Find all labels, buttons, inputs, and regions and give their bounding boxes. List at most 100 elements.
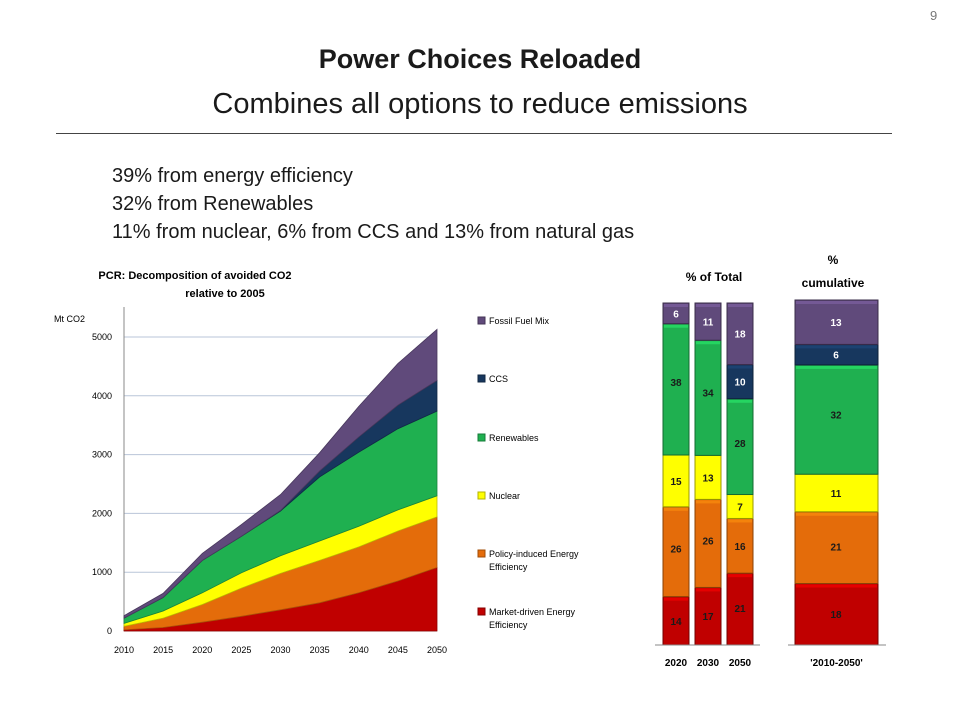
legend-swatch bbox=[477, 491, 486, 500]
x-tick-label: 2040 bbox=[349, 645, 369, 655]
bar-segment bbox=[694, 454, 722, 500]
legend-swatch bbox=[477, 549, 486, 558]
x-tick-label: 2010 bbox=[114, 645, 134, 655]
bar-segment bbox=[726, 517, 754, 574]
bar-value-label: 26 bbox=[702, 537, 714, 548]
bar-bevel bbox=[696, 456, 720, 460]
bar-segment bbox=[694, 498, 722, 588]
bar-segment bbox=[794, 511, 879, 585]
legend-swatch bbox=[477, 607, 486, 616]
bar-bevel bbox=[796, 512, 877, 516]
bar-bevel bbox=[728, 519, 752, 523]
x-tick-label: 2025 bbox=[231, 645, 251, 655]
legend-label-line2: Efficiency bbox=[489, 562, 528, 572]
bar-bevel bbox=[664, 597, 688, 601]
bar-bevel bbox=[696, 500, 720, 504]
bar-bevel bbox=[796, 475, 877, 479]
y-tick-label: 5000 bbox=[92, 332, 112, 342]
bar-segment bbox=[794, 583, 879, 646]
x-tick-label: 2035 bbox=[310, 645, 330, 655]
y-tick-label: 1000 bbox=[92, 567, 112, 577]
y-tick-label: 3000 bbox=[92, 450, 112, 460]
bar-value-label: 6 bbox=[673, 309, 679, 320]
bar-segment bbox=[794, 364, 879, 475]
x-tick-label: 2020 bbox=[192, 645, 212, 655]
bar-segment bbox=[794, 473, 879, 513]
bar-value-label: 7 bbox=[737, 502, 743, 513]
bar-segment bbox=[662, 302, 690, 325]
y-tick-label: 2000 bbox=[92, 508, 112, 518]
bar-segment bbox=[726, 364, 754, 400]
key-points: 39% from energy efficiency 32% from Rene… bbox=[112, 162, 634, 246]
slide-title: Power Choices Reloaded bbox=[318, 44, 642, 74]
page-number: 9 bbox=[930, 8, 938, 23]
bar-bevel bbox=[696, 304, 720, 307]
bar-bevel bbox=[796, 584, 877, 588]
bar-value-label: 18 bbox=[734, 330, 746, 341]
bar-bevel bbox=[664, 304, 688, 307]
bar-bevel bbox=[796, 345, 877, 349]
bar-bevel bbox=[728, 495, 752, 499]
legend-swatch bbox=[477, 374, 486, 383]
legend-label: Renewables bbox=[489, 433, 539, 443]
area-series bbox=[123, 328, 438, 619]
bar-bevel bbox=[728, 304, 752, 307]
bar-value-label: 16 bbox=[734, 542, 746, 553]
bar-segment bbox=[726, 398, 754, 496]
bar-segment bbox=[794, 299, 879, 345]
bar-bevel bbox=[696, 341, 720, 345]
bar-value-label: 17 bbox=[702, 612, 714, 623]
y-tick-label: 4000 bbox=[92, 391, 112, 401]
legend-label: Nuclear bbox=[489, 491, 520, 501]
bar-value-label: 13 bbox=[830, 318, 842, 329]
legend-label: Fossil Fuel Mix bbox=[489, 316, 550, 326]
legend-label: Policy-induced Energy bbox=[489, 549, 579, 559]
bar-bevel bbox=[696, 588, 720, 592]
x-tick-label: 2015 bbox=[153, 645, 173, 655]
bar-value-label: 13 bbox=[702, 473, 714, 484]
bar-bevel bbox=[796, 365, 877, 369]
bar-segment bbox=[726, 302, 754, 366]
key-point: 11% from nuclear, 6% from CCS and 13% fr… bbox=[112, 221, 635, 243]
bar-chart-title: % bbox=[828, 253, 839, 267]
x-tick-label: 2050 bbox=[427, 645, 447, 655]
bar-bevel bbox=[796, 301, 877, 304]
bar-value-label: 18 bbox=[830, 610, 842, 621]
bar-segment bbox=[662, 323, 690, 456]
bar-category-label: 2030 bbox=[697, 658, 720, 669]
bar-value-label: 21 bbox=[734, 604, 746, 615]
key-point: 39% from energy efficiency bbox=[112, 165, 353, 187]
bar-value-label: 32 bbox=[830, 411, 842, 422]
bar-value-label: 38 bbox=[670, 378, 682, 389]
x-tick-label: 2030 bbox=[270, 645, 290, 655]
bar-segment bbox=[694, 339, 722, 456]
bar-bevel bbox=[664, 324, 688, 328]
legend-swatch bbox=[477, 433, 486, 442]
slide-subtitle: Combines all options to reduce emissions bbox=[212, 88, 748, 120]
legend-label-line2: Efficiency bbox=[489, 620, 528, 630]
area-chart-title-line2: relative to 2005 bbox=[185, 288, 265, 300]
key-point: 32% from Renewables bbox=[112, 193, 314, 215]
bar-value-label: 14 bbox=[670, 617, 682, 628]
bar-value-label: 34 bbox=[702, 388, 714, 399]
bar-segment bbox=[694, 302, 722, 341]
bar-bevel bbox=[728, 574, 752, 578]
bar-bevel bbox=[664, 456, 688, 459]
bar-chart-title: cumulative bbox=[802, 276, 865, 290]
bar-value-label: 11 bbox=[831, 489, 842, 500]
y-tick-label: 0 bbox=[107, 626, 112, 636]
bar-value-label: 11 bbox=[703, 318, 714, 329]
bar-value-label: 28 bbox=[734, 439, 746, 450]
bar-value-label: 26 bbox=[670, 545, 682, 556]
bar-value-label: 10 bbox=[734, 378, 746, 389]
bar-segment bbox=[662, 454, 690, 508]
legend-label: Market-driven Energy bbox=[489, 607, 576, 617]
legend-label: CCS bbox=[489, 374, 508, 384]
bar-category-label: 2050 bbox=[729, 658, 752, 669]
bar-value-label: 21 bbox=[830, 542, 842, 553]
area-y-axis-label: Mt CO2 bbox=[54, 314, 85, 324]
x-tick-label: 2045 bbox=[388, 645, 408, 655]
legend-swatch bbox=[477, 316, 486, 325]
bar-value-label: 15 bbox=[670, 477, 682, 488]
bar-chart-title: % of Total bbox=[686, 270, 742, 284]
